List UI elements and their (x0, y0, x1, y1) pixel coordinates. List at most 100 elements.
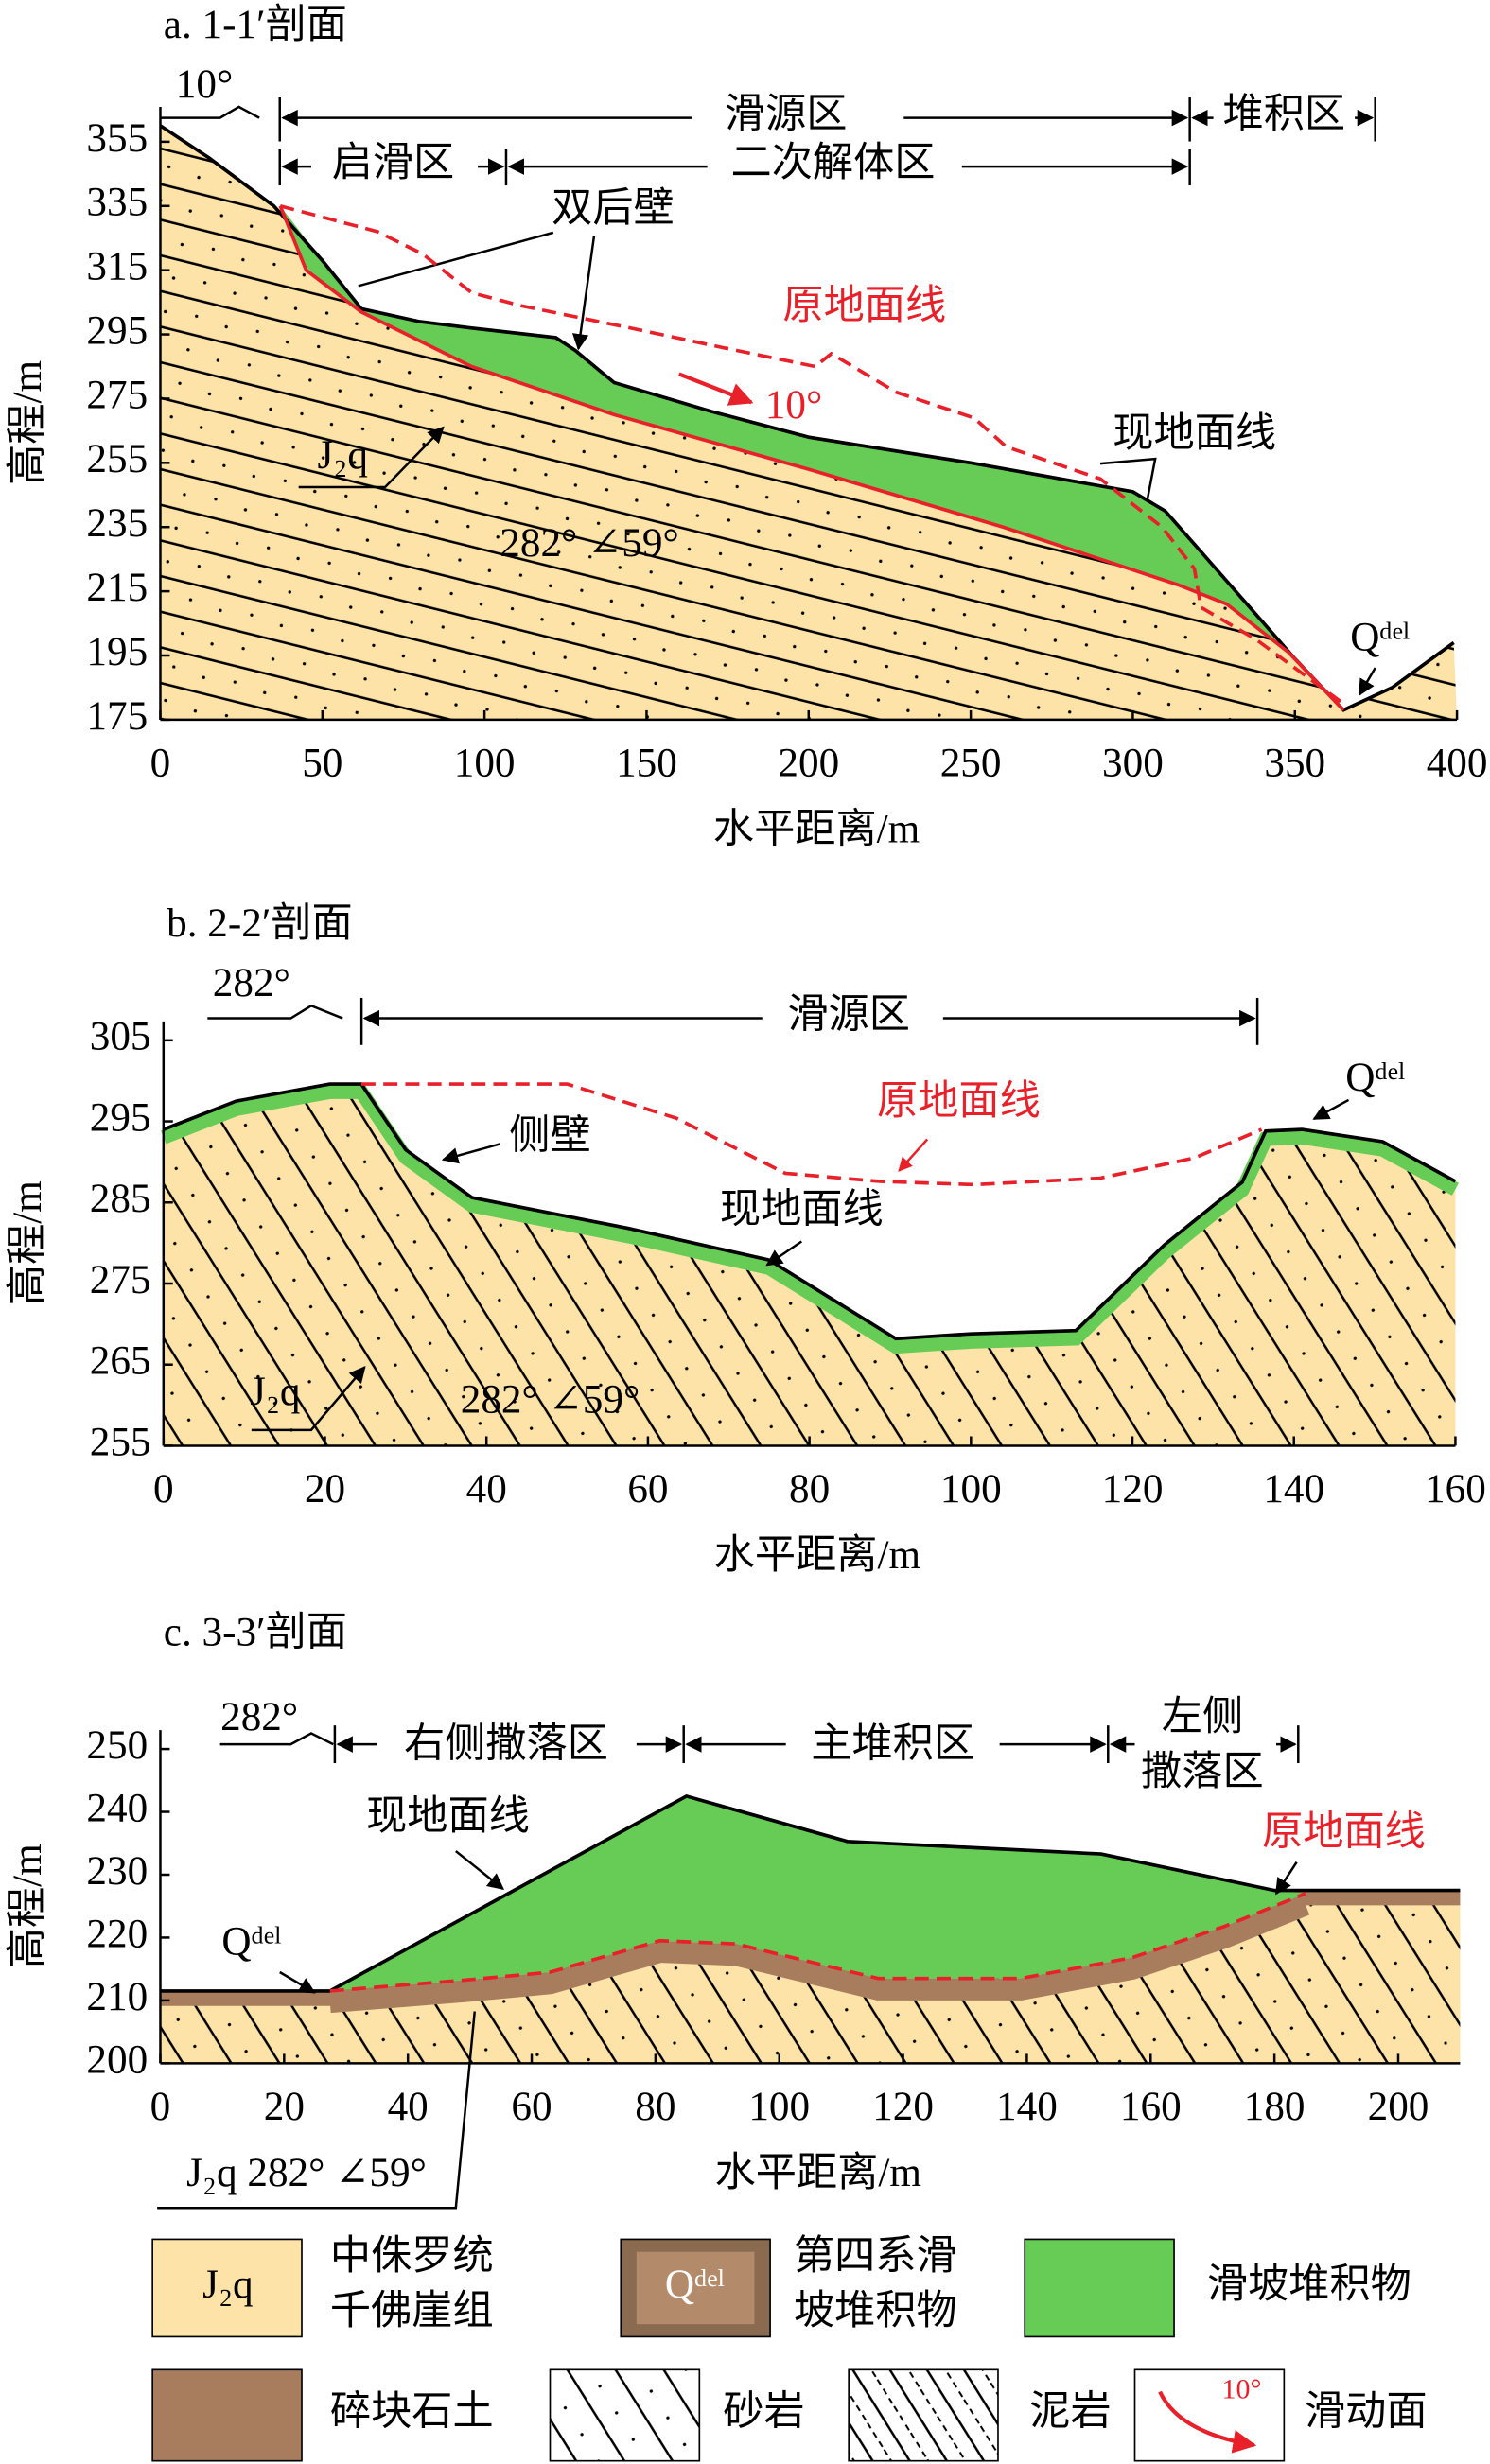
series-label: 原地面线 (877, 1079, 1041, 1124)
y-tick-label: 210 (86, 1975, 148, 2019)
legend-swatch (151, 2238, 303, 2338)
annotation: 282° (213, 961, 290, 1005)
legend-swatch (1133, 2368, 1286, 2462)
ground-line (159, 124, 1455, 712)
annotation: 滑源区 (725, 93, 848, 137)
annotation: 二次解体区 (731, 141, 936, 185)
series-label: 现地面线 (366, 1794, 530, 1839)
landslide-deposit (280, 205, 1344, 710)
legend-swatch (848, 2368, 999, 2462)
leader (251, 1366, 366, 1432)
legend-swatch (636, 2251, 755, 2325)
annotation: 堆积区 (1223, 93, 1346, 137)
y-tick-label: 305 (90, 1015, 151, 1059)
y-axis-label: 高程/m (6, 360, 50, 485)
legend-swatch (1024, 2238, 1175, 2338)
annotation: 282° (220, 1695, 298, 1739)
x-axis-label: 水平距离/m (713, 806, 920, 851)
x-tick-label: 20 (305, 1467, 345, 1512)
landslide-deposit (329, 1795, 1306, 1991)
legend-swatch (151, 2368, 303, 2462)
y-tick-label: 355 (86, 116, 148, 161)
x-axis-label: 水平距离/m (714, 1532, 920, 1578)
annotation: 282° ∠59° (500, 521, 679, 566)
series-label: 原地面线 (1262, 1809, 1426, 1854)
ground-line (279, 204, 1345, 706)
legend-label: 滑动面 (1305, 2389, 1428, 2434)
x-tick-label: 350 (1264, 742, 1325, 786)
annotation: J₂q (317, 433, 367, 478)
x-tick-label: 200 (1368, 2085, 1429, 2129)
chart-title: b. 2-2′剖面 (167, 901, 353, 946)
y-tick-label: 255 (90, 1420, 151, 1464)
annotation: 启滑区 (332, 141, 455, 185)
y-axis-label: 高程/m (6, 1180, 50, 1305)
leader (455, 1850, 505, 1891)
y-tick-label: 335 (86, 181, 148, 225)
y-tick-label: 195 (86, 630, 148, 674)
annotation: J₂q (250, 1370, 300, 1414)
x-tick-label: 140 (996, 2085, 1058, 2129)
legend: J₂q Qᵈᵉˡ 10° 中侏罗统 千佛崖组 第四系滑 坡堆积物 滑坡堆积物 碎… (151, 2234, 1428, 2462)
y-tick-label: 215 (86, 566, 148, 610)
x-tick-label: 60 (627, 1467, 668, 1512)
annotation: 10° (765, 383, 822, 428)
x-tick-label: 100 (454, 742, 516, 786)
y-tick-label: 230 (86, 1849, 148, 1894)
x-tick-label: 60 (511, 2085, 552, 2129)
y-tick-label: 255 (86, 437, 148, 481)
annotation: Qᵈᵉˡ (1350, 616, 1410, 660)
annotation: 右侧撒落区 (404, 1721, 608, 1766)
y-tick-label: 250 (86, 1723, 148, 1768)
y-tick-label: 200 (86, 2037, 148, 2082)
leader (157, 2011, 476, 2210)
legend-label: 泥岩 (1029, 2389, 1111, 2434)
legend-swatch-label: Qᵈᵉˡ (665, 2263, 725, 2307)
x-tick-label: 180 (1244, 2085, 1306, 2129)
chart-title: c. 3-3′剖面 (164, 1610, 347, 1654)
x-tick-label: 80 (789, 1467, 830, 1512)
ground-line (360, 1082, 1263, 1187)
x-tick-label: 160 (1425, 1467, 1486, 1512)
ground-line (278, 205, 1345, 711)
legend-swatch (1158, 2390, 1257, 2454)
x-tick-label: 100 (748, 2085, 810, 2129)
leader (279, 1970, 316, 1994)
ground-line (163, 1082, 1457, 1341)
y-tick-label: 275 (90, 1258, 151, 1302)
y-tick-label: 175 (86, 694, 148, 739)
leader (298, 426, 445, 489)
annotation: J₂q 282° ∠59° (186, 2151, 427, 2195)
annotation: 主堆积区 (811, 1721, 974, 1766)
annotation: 滑源区 (787, 992, 910, 1037)
y-tick-label: 265 (90, 1339, 151, 1384)
y-tick-label: 220 (86, 1912, 148, 1956)
series-label: 原地面线 (782, 284, 946, 328)
x-tick-label: 0 (150, 742, 171, 786)
x-tick-label: 120 (872, 2085, 934, 2129)
leader (1312, 1098, 1350, 1120)
leader (358, 231, 594, 349)
ground-line (160, 1793, 1461, 1993)
legend-label: 碎块石土 (330, 2389, 494, 2434)
x-tick-label: 250 (940, 742, 1002, 786)
legend-label: 砂岩 (723, 2389, 804, 2434)
x-tick-label: 0 (150, 2085, 171, 2129)
rubble-soil (328, 1894, 1310, 2014)
ground-line (329, 1892, 1306, 1993)
legend-swatch (549, 2368, 701, 2462)
legend-label: 千佛崖组 (330, 2289, 494, 2333)
x-tick-label: 40 (466, 1467, 507, 1512)
y-tick-label: 240 (86, 1786, 148, 1830)
x-tick-label: 200 (778, 742, 839, 786)
x-tick-label: 140 (1263, 1467, 1324, 1512)
annotation: 撒落区 (1141, 1750, 1264, 1794)
decor (157, 97, 1376, 2210)
legend-swatch-label: 10° (1222, 2373, 1262, 2404)
landslide-deposit (161, 1084, 1460, 1354)
legend-label: 滑坡堆积物 (1207, 2263, 1411, 2307)
x-tick-label: 80 (635, 2085, 675, 2129)
series-label: 现地面线 (720, 1187, 884, 1232)
y-tick-label: 315 (86, 245, 148, 289)
